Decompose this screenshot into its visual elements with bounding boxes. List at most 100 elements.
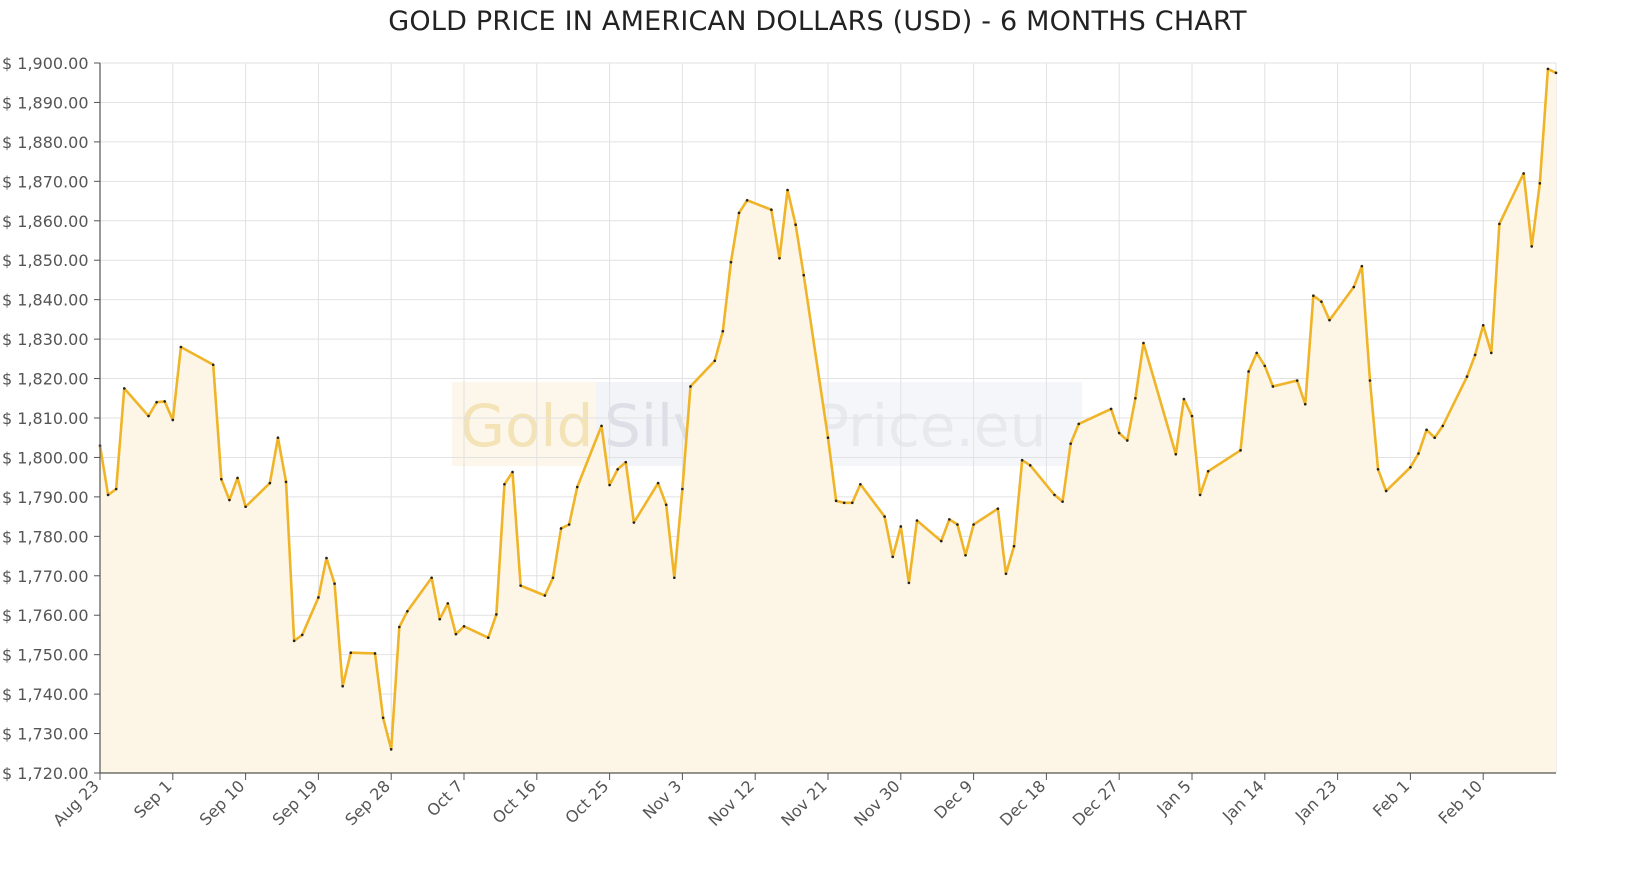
data-point <box>1376 467 1380 471</box>
data-point <box>430 576 433 580</box>
data-point <box>948 518 951 521</box>
x-tick-label: Oct 16 <box>489 776 540 827</box>
chart-title: GOLD PRICE IN AMERICAN DOLLARS (USD) - 6… <box>388 6 1247 37</box>
data-point <box>486 636 490 640</box>
x-tick-label: Sep 1 <box>130 776 176 822</box>
data-point <box>567 523 571 526</box>
data-point <box>842 501 846 505</box>
data-point <box>1417 452 1420 455</box>
data-point <box>656 481 660 485</box>
x-axis: Aug 23 Sep 1 Sep 10 Sep 19 Sep 28 Oct 7 Oct 16… <box>49 772 1556 830</box>
data-point <box>939 539 943 543</box>
x-tick-label: Jan 5 <box>1152 776 1194 818</box>
data-point <box>397 625 401 629</box>
data-point <box>915 519 919 522</box>
watermark-box <box>452 382 596 466</box>
data-point <box>438 617 442 621</box>
watermark-text: Gold <box>460 392 593 460</box>
data-point <box>551 576 555 580</box>
data-point <box>1190 414 1194 418</box>
data-point <box>689 385 692 388</box>
data-point <box>300 633 304 637</box>
x-tick-label: Sep 28 <box>341 776 394 829</box>
data-point <box>1020 458 1024 462</box>
y-tick-label: $ 1,720.00 <box>2 764 89 783</box>
data-point <box>891 555 895 559</box>
x-tick-label: Nov 12 <box>705 776 759 830</box>
data-point <box>268 481 272 485</box>
data-point <box>713 359 717 363</box>
data-point <box>454 632 458 636</box>
y-tick-label: $ 1,830.00 <box>2 330 89 349</box>
data-point <box>325 556 328 560</box>
data-point <box>850 501 854 505</box>
data-point <box>1489 351 1493 355</box>
x-tick-label: Nov 3 <box>639 776 685 822</box>
data-point <box>907 581 911 585</box>
x-tick-label: Jan 14 <box>1218 776 1268 826</box>
data-point <box>228 498 231 502</box>
data-point <box>1312 294 1315 298</box>
data-point <box>745 198 749 202</box>
data-point <box>1069 442 1072 445</box>
data-point <box>106 493 110 497</box>
data-point <box>1328 318 1331 322</box>
y-tick-label: $ 1,850.00 <box>2 251 89 270</box>
data-point <box>786 188 789 192</box>
data-point <box>1530 245 1534 248</box>
data-point <box>600 424 603 428</box>
y-tick-label: $ 1,800.00 <box>2 448 89 467</box>
data-point <box>1053 493 1056 497</box>
data-point <box>1117 431 1121 435</box>
data-point <box>317 596 320 599</box>
data-point <box>802 273 806 277</box>
data-point <box>778 256 781 260</box>
data-point <box>681 487 684 491</box>
data-point <box>1320 300 1323 303</box>
y-axis: $ 1,720.00 $ 1,730.00 $ 1,740.00 $ 1,750.00… <box>2 54 101 783</box>
data-point <box>624 460 628 464</box>
data-point <box>406 609 409 613</box>
data-point <box>1384 489 1388 493</box>
data-point <box>511 470 514 474</box>
data-point <box>794 223 797 227</box>
data-point <box>1522 172 1525 175</box>
data-point <box>171 418 175 422</box>
data-point <box>834 499 838 503</box>
data-point <box>721 329 725 333</box>
data-point <box>575 485 579 489</box>
y-tick-label: $ 1,840.00 <box>2 291 89 310</box>
data-point <box>284 480 288 484</box>
data-point <box>462 624 466 628</box>
data-point <box>276 436 280 440</box>
data-point <box>616 467 619 471</box>
y-tick-label: $ 1,860.00 <box>2 212 89 231</box>
data-point <box>244 505 247 509</box>
data-point <box>1012 544 1016 548</box>
data-point <box>859 482 862 486</box>
watermark-box <box>806 382 1082 466</box>
data-point <box>543 594 547 597</box>
data-point <box>1174 452 1178 456</box>
data-point <box>1109 407 1113 411</box>
data-point <box>1554 71 1558 75</box>
y-tick-label: $ 1,810.00 <box>2 409 89 428</box>
data-point <box>519 584 522 587</box>
x-tick-label: Dec 9 <box>930 776 976 822</box>
data-point <box>381 716 385 720</box>
y-tick-label: $ 1,780.00 <box>2 527 89 546</box>
data-point <box>1028 464 1032 467</box>
watermark-text: Price.eu <box>814 392 1046 460</box>
data-point <box>1198 493 1202 497</box>
data-point <box>1004 572 1008 576</box>
data-point <box>163 400 167 403</box>
data-point <box>1134 396 1137 400</box>
x-tick-label: Dec 18 <box>996 776 1049 829</box>
data-point <box>1142 341 1145 345</box>
data-point <box>1077 422 1081 426</box>
x-tick-label: Sep 19 <box>268 776 321 829</box>
data-point <box>1239 449 1242 452</box>
data-point <box>1433 436 1436 440</box>
y-tick-label: $ 1,760.00 <box>2 606 89 625</box>
